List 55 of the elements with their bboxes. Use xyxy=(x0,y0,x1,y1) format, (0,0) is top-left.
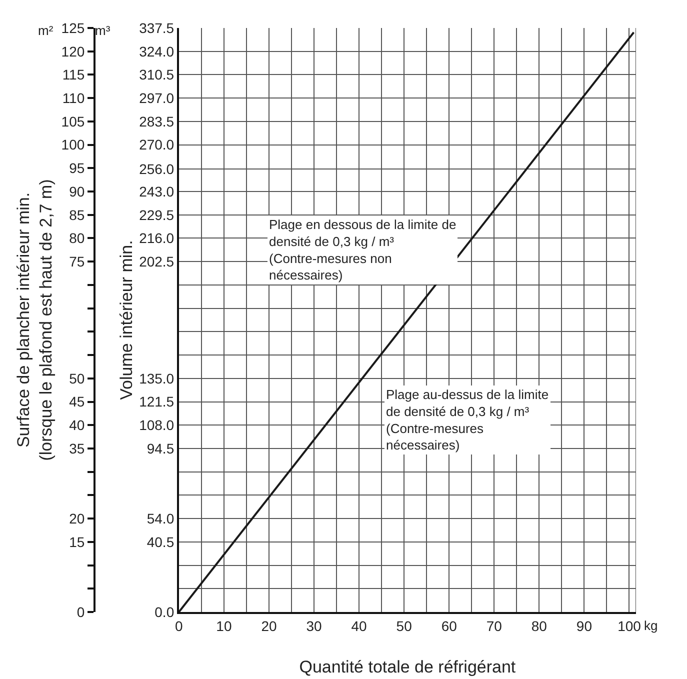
y-tick-label: 283.5 xyxy=(139,113,174,130)
y-tick-label: 324.0 xyxy=(139,43,174,60)
x-tick-label: 70 xyxy=(486,618,502,634)
y-tick-label: 270.0 xyxy=(139,136,174,153)
y-tick-label: 94.5 xyxy=(146,440,174,456)
y2-tick-label: 95 xyxy=(69,160,85,176)
y2-tick-label: 85 xyxy=(69,206,85,223)
y2-tick-label: 80 xyxy=(69,230,85,246)
y-tick-label: 297.0 xyxy=(139,90,174,106)
y2-tick-label: 45 xyxy=(69,394,85,410)
y-tick-label: 337.5 xyxy=(139,20,174,36)
y2-tick-label: 120 xyxy=(61,43,85,60)
x-tick-label: 0 xyxy=(175,618,184,634)
y-tick-label: 40.5 xyxy=(146,534,174,550)
y2-tick-label: 110 xyxy=(62,90,85,106)
x-tick-label: 100 xyxy=(618,618,642,634)
x-tick-label: 20 xyxy=(261,618,277,634)
y-tick-label: 202.5 xyxy=(139,254,174,270)
y2-tick-label: 115 xyxy=(62,66,85,83)
text: m³ xyxy=(95,23,111,38)
y-tick-label: 54.0 xyxy=(146,510,174,526)
y2-tick-label: 100 xyxy=(61,136,85,153)
y2-tick-label: 90 xyxy=(69,183,85,200)
y-tick-label: 310.5 xyxy=(139,66,174,83)
y-tick-label: 216.0 xyxy=(139,230,174,246)
y2-tick-label: 40 xyxy=(69,417,85,434)
y2-tick-label: 15 xyxy=(69,534,85,550)
y2-tick-label: 105 xyxy=(61,113,85,130)
x-tick-label: 60 xyxy=(441,618,458,634)
x-tick-label: 40 xyxy=(351,618,368,634)
y-axis-title: Volume intérieur min. xyxy=(117,240,136,400)
y2-axis-title: Surface de plancher intérieur min. (lorsque le plafond est haut de 2,7 m) xyxy=(14,179,56,461)
y2-tick-label: 50 xyxy=(69,370,85,386)
annotation: Plage au-dessus de la limite de densité de 0,3 kg / m³ (Contre-mesures nécessaires) xyxy=(386,387,549,453)
x-tick-label: 10 xyxy=(216,618,232,634)
x-tick-label: 50 xyxy=(396,618,412,634)
x-tick-label: 30 xyxy=(306,618,322,634)
y2-tick-label: 35 xyxy=(69,440,85,456)
y-tick-label: 229.5 xyxy=(139,206,174,223)
annotation: Plage en dessous de la limite de densité de 0,3 kg / m³ (Contre-mesures non nécessaires) xyxy=(269,217,456,283)
y-tick-label: 108.0 xyxy=(139,417,174,434)
y2-tick-label: 75 xyxy=(69,254,85,270)
y-tick-label: 243.0 xyxy=(139,183,174,200)
text: kg xyxy=(644,618,658,633)
y-tick-label: 0.0 xyxy=(154,604,174,620)
x-axis-title: Quantité totale de réfrigérant xyxy=(299,658,516,677)
y-tick-label: 256.0 xyxy=(139,160,174,177)
y2-tick-label: 125 xyxy=(61,20,85,36)
y-tick-label: 121.5 xyxy=(139,394,174,410)
x-tick-label: 80 xyxy=(531,618,548,634)
text: m² xyxy=(38,23,54,38)
x-tick-label: 90 xyxy=(576,618,592,634)
y2-tick-label: 20 xyxy=(69,510,85,526)
y-tick-label: 135.0 xyxy=(139,370,174,386)
y2-tick-label: 0 xyxy=(76,604,85,620)
